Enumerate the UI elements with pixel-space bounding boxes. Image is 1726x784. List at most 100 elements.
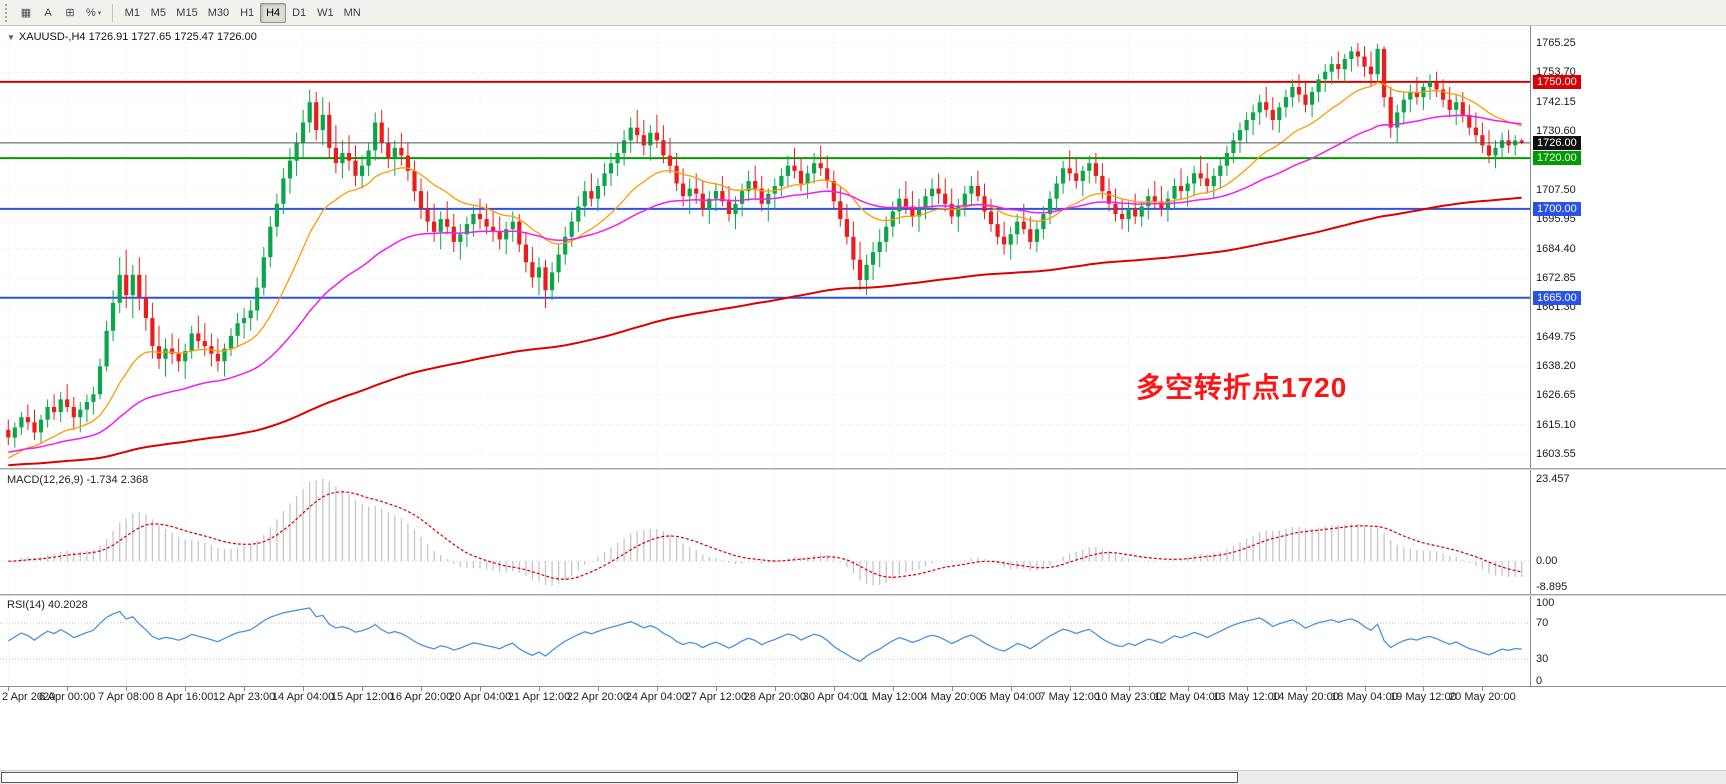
tool-objects-button[interactable]: ⊞ [59, 3, 81, 23]
tool-styles-button[interactable]: % ▾ [81, 3, 106, 23]
level-price-badge: 1720.00 [1533, 151, 1581, 166]
time-tick-label: 8 Apr 16:00 [157, 691, 214, 703]
time-tick-label: 6 Apr 00:00 [39, 691, 96, 703]
time-tick-mark [1246, 687, 1248, 691]
price-tick-label: 1649.75 [1536, 330, 1576, 343]
rsi-axis-label: 100 [1536, 597, 1555, 609]
rsi-title: RSI(14) 40.2028 [7, 599, 88, 611]
price-tick-label: 1765.25 [1536, 37, 1576, 50]
tool-text-label-button[interactable]: A [37, 3, 59, 23]
time-tick-label: 15 Apr 12:00 [330, 691, 394, 703]
price-tick-label: 1742.15 [1536, 95, 1576, 108]
panel-separator[interactable] [0, 468, 1726, 470]
time-tick-mark [951, 687, 953, 691]
level-price-badge: 1750.00 [1533, 74, 1581, 89]
price-tick-label: 1707.50 [1536, 183, 1576, 196]
time-tick-label: 30 Apr 04:00 [802, 691, 865, 703]
price-tick-label: 1684.40 [1536, 242, 1576, 255]
time-tick-mark [362, 687, 364, 691]
scrollbar-thumb[interactable] [1, 772, 1238, 783]
rsi-canvas[interactable] [0, 596, 1530, 686]
objects-icon: ⊞ [65, 7, 75, 19]
time-tick-label: 6 May 04:00 [980, 691, 1041, 703]
time-tick-mark [421, 687, 422, 691]
macd-axis-label: 23.457 [1536, 473, 1570, 485]
time-tick-label: 7 May 12:00 [1039, 691, 1100, 703]
macd-canvas[interactable] [0, 470, 1530, 594]
time-tick-label: 7 Apr 08:00 [98, 691, 155, 703]
macd-title: MACD(12,26,9) -1.734 2.368 [7, 474, 149, 486]
tool-button-group: ▦ A ⊞ % ▾ [15, 3, 106, 23]
timeframe-w1-button[interactable]: W1 [317, 6, 334, 19]
time-tick-mark [1482, 687, 1484, 691]
time-tick-mark [1069, 687, 1071, 691]
timeframe-h4-button[interactable]: H4 [260, 2, 287, 23]
price-tick-label: 1695.95 [1536, 213, 1576, 226]
price-scale-axis[interactable]: 1765.25 1753.70 1742.15 1730.60 1707.50 1695.… [1530, 26, 1726, 687]
time-tick-mark [539, 687, 540, 691]
macd-axis-label: -8.895 [1536, 581, 1568, 593]
tool-chart-grid-button[interactable]: ▦ [15, 3, 37, 23]
symbol-header: ▼ XAUUSD-,H4 1726.91 1727.65 1725.47 1726… [7, 31, 257, 43]
time-tick-mark [1187, 687, 1189, 691]
timeframe-m1-button[interactable]: M1 [124, 6, 140, 19]
collapse-icon[interactable]: ▼ [7, 33, 15, 42]
rsi-axis-label: 0 [1536, 675, 1543, 687]
toolbar-separator [112, 3, 114, 22]
time-tick-label: 16 Apr 20:00 [389, 691, 453, 703]
time-tick-mark [303, 687, 305, 691]
price-tick-label: 1615.10 [1536, 418, 1576, 431]
time-tick-label: 1 May 12:00 [862, 691, 924, 703]
time-tick-label: 27 Apr 12:00 [684, 691, 748, 703]
time-tick-label: 2 Apr 2020 [2, 691, 56, 703]
time-tick-label: 20 May 20:00 [1449, 691, 1516, 703]
time-tick-mark [67, 687, 69, 691]
time-tick-label: 14 Apr 04:00 [271, 691, 335, 703]
level-price-badge: 1665.00 [1533, 290, 1581, 305]
time-tick-label: 20 Apr 04:00 [448, 691, 512, 703]
dropdown-caret-icon: ▾ [97, 9, 102, 17]
time-tick-label: 12 May 04:00 [1154, 691, 1221, 703]
time-tick-mark [244, 687, 246, 691]
time-tick-mark [8, 687, 10, 691]
timeframe-d1-button[interactable]: D1 [292, 6, 307, 19]
toolbar: ▦ A ⊞ % ▾ M1 M5 M15 M30 H1 H4 D1 W1 MN [0, 0, 1726, 26]
time-axis[interactable]: 2 Apr 2020 6 Apr 00:00 7 Apr 08:00 8 Apr 16… [0, 686, 1726, 706]
timeframe-m15-button[interactable]: M15 [176, 6, 198, 19]
time-tick-mark [833, 687, 835, 691]
time-tick-mark [126, 687, 128, 691]
time-tick-label: 10 May 23:00 [1095, 691, 1162, 703]
time-tick-mark [480, 687, 481, 691]
time-tick-mark [774, 687, 776, 691]
time-tick-label: 18 May 04:00 [1331, 691, 1398, 703]
rsi-axis-label: 70 [1536, 617, 1549, 629]
chart-annotation-text[interactable]: 多空转折点1720 [1136, 372, 1348, 403]
timeframe-m30-button[interactable]: M30 [207, 6, 230, 19]
price-tick-label: 1626.65 [1536, 389, 1576, 402]
price-tick-label: 1603.55 [1536, 447, 1576, 460]
level-price-badge: 1700.00 [1533, 201, 1581, 216]
time-tick-label: 4 May 20:00 [921, 691, 982, 703]
price-tick-label: 1672.85 [1536, 271, 1576, 284]
time-tick-mark [1423, 687, 1425, 691]
price-chart-canvas[interactable] [0, 26, 1530, 468]
time-tick-mark [892, 687, 894, 691]
macd-axis-label: 0.00 [1536, 555, 1558, 568]
time-tick-mark [1010, 687, 1012, 691]
time-tick-mark [1305, 687, 1307, 691]
time-tick-label: 24 Apr 04:00 [625, 691, 689, 703]
horizontal-scrollbar[interactable] [0, 770, 1726, 784]
panel-separator[interactable] [0, 594, 1726, 596]
time-tick-label: 19 May 12:00 [1390, 691, 1457, 703]
timeframe-h1-button[interactable]: H1 [240, 6, 255, 19]
chart-grid-icon: ▦ [20, 7, 32, 19]
timeframe-m5-button[interactable]: M5 [150, 6, 166, 19]
time-tick-label: 21 Apr 12:00 [507, 691, 571, 703]
time-tick-label: 14 May 20:00 [1272, 691, 1339, 703]
price-tick-label: 1730.60 [1536, 125, 1576, 138]
timeframe-mn-button[interactable]: MN [343, 6, 361, 19]
toolbar-grip[interactable] [5, 3, 9, 22]
symbol-ohlc-text: XAUUSD-,H4 1726.91 1727.65 1725.47 1726.… [18, 31, 257, 43]
current-price-badge: 1726.00 [1533, 135, 1581, 150]
